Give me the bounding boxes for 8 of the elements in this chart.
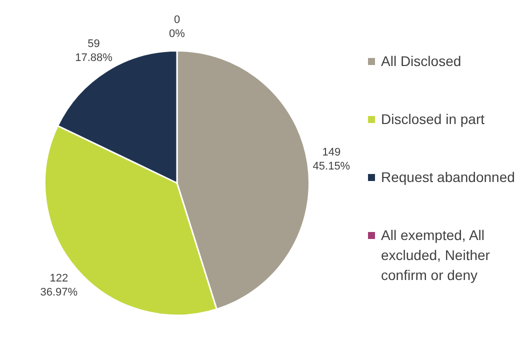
- text: 0 0%: [169, 14, 185, 40]
- data-label: 122 36.97%: [40, 272, 78, 298]
- legend-label: All Disclosed: [381, 52, 462, 71]
- data-label: 149 45.15%: [312, 146, 350, 172]
- legend-label: Request abandonned: [381, 168, 515, 187]
- legend-label: All exempted, All excluded, Neither confirm or deny: [381, 226, 491, 285]
- legend-label: Disclosed in part: [381, 110, 484, 129]
- data-label: 59 17.88%: [75, 38, 113, 64]
